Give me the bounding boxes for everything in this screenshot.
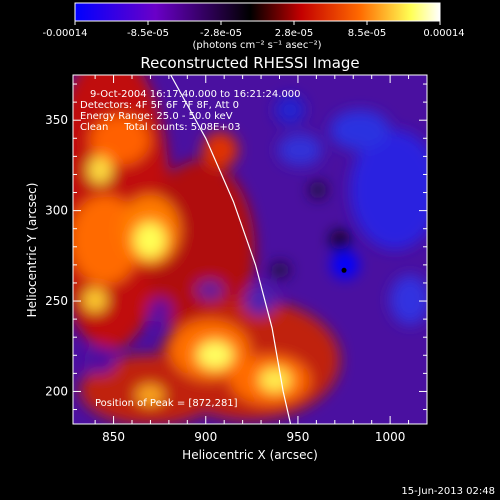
- colorbar-tick-label: 0.00014: [423, 28, 464, 39]
- annotation-time: 9-Oct-2004 16:17:40.000 to 16:21:24.000: [90, 89, 301, 100]
- x-tick-label: 950: [286, 430, 309, 444]
- annotation-counts: Clean Total counts: 5.08E+03: [80, 122, 240, 133]
- x-tick-label: 1000: [375, 430, 406, 444]
- y-tick-label: 250: [45, 294, 68, 308]
- annotation-block: 9-Oct-2004 16:17:40.000 to 16:21:24.000 …: [80, 89, 301, 133]
- chart-title: Reconstructed RHESSI Image: [140, 54, 359, 72]
- peak-position-label: Position of Peak = [872,281]: [95, 398, 238, 409]
- annotation-energy: Energy Range: 25.0 - 50.0 keV: [80, 111, 233, 122]
- solar-limb-curve: [170, 74, 292, 425]
- heatmap-image: [73, 75, 427, 424]
- y-axis-ticks: 200 250 300 350: [45, 83, 427, 411]
- colorbar-ticks: -0.00014 -8.5e-05 -2.8e-05 2.8e-05 8.5e-05 0.…: [43, 21, 465, 39]
- footer-date: 15-Jun-2013 02:48: [401, 486, 495, 497]
- y-tick-label: 200: [45, 384, 68, 398]
- colorbar-tick-label: -2.8e-05: [200, 28, 242, 39]
- y-axis-label: Heliocentric Y (arcsec): [25, 183, 39, 318]
- y-tick-label: 350: [45, 113, 68, 127]
- colorbar: -0.00014 -8.5e-05 -2.8e-05 2.8e-05 8.5e-05 0.…: [43, 2, 465, 51]
- x-axis-label: Heliocentric X (arcsec): [182, 448, 318, 462]
- colorbar-tick-label: -8.5e-05: [127, 28, 169, 39]
- colorbar-tick-label: 2.8e-05: [275, 28, 313, 39]
- x-tick-label: 900: [194, 430, 217, 444]
- x-axis-ticks: 850 900 950 1000: [94, 75, 428, 444]
- colorbar-gradient: [74, 2, 441, 22]
- colorbar-tick-label: -0.00014: [43, 28, 88, 39]
- annotation-detectors: Detectors: 4F 5F 6F 7F 8F, Att 0: [80, 100, 239, 111]
- x-tick-label: 850: [102, 430, 125, 444]
- plot-frame: [72, 74, 428, 425]
- colorbar-units-label: (photons cm⁻² s⁻¹ asec⁻²): [192, 40, 321, 51]
- position-marker: [341, 267, 347, 273]
- colorbar-tick-label: 8.5e-05: [348, 28, 386, 39]
- y-tick-label: 300: [45, 204, 68, 218]
